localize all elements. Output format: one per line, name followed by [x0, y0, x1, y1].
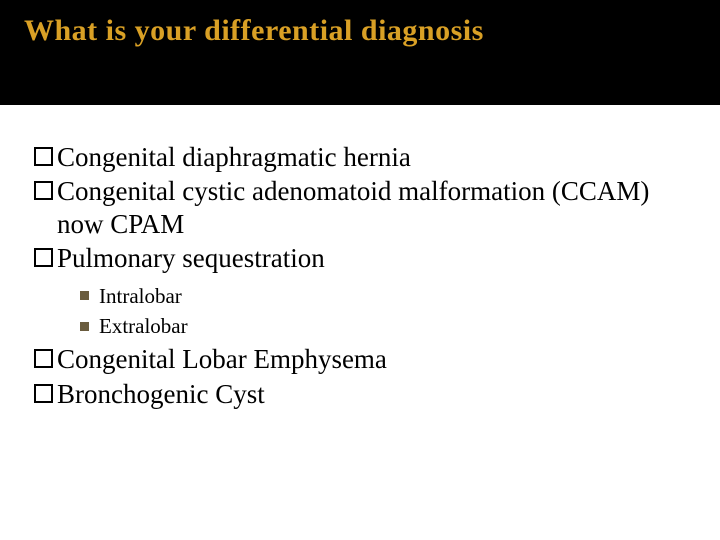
square-bullet-icon [80, 322, 89, 331]
slide-title: What is your differential diagnosis [24, 14, 696, 48]
list-item-text: Congenital Lobar Emphysema [57, 343, 387, 375]
sub-list: Intralobar Extralobar [80, 281, 686, 342]
sub-list-item: Extralobar [80, 311, 686, 341]
list-item-text: Pulmonary sequestration [57, 242, 325, 274]
list-item-text: Congenital cystic adenomatoid malformati… [57, 175, 686, 240]
sub-list-item: Intralobar [80, 281, 686, 311]
square-bullet-icon [80, 291, 89, 300]
box-bullet-icon [34, 349, 53, 368]
content-area: Congenital diaphragmatic hernia Congenit… [0, 105, 720, 422]
box-bullet-icon [34, 384, 53, 403]
list-item: Congenital cystic adenomatoid malformati… [34, 175, 686, 240]
sub-list-item-text: Intralobar [99, 281, 182, 311]
sub-list-item-text: Extralobar [99, 311, 188, 341]
list-item-text: Congenital diaphragmatic hernia [57, 141, 411, 173]
box-bullet-icon [34, 147, 53, 166]
list-item: Congenital Lobar Emphysema [34, 343, 686, 375]
list-item: Pulmonary sequestration [34, 242, 686, 274]
box-bullet-icon [34, 181, 53, 200]
box-bullet-icon [34, 248, 53, 267]
list-item-text: Bronchogenic Cyst [57, 378, 265, 410]
title-bar: What is your differential diagnosis [0, 0, 720, 105]
list-item: Congenital diaphragmatic hernia [34, 141, 686, 173]
list-item: Bronchogenic Cyst [34, 378, 686, 410]
